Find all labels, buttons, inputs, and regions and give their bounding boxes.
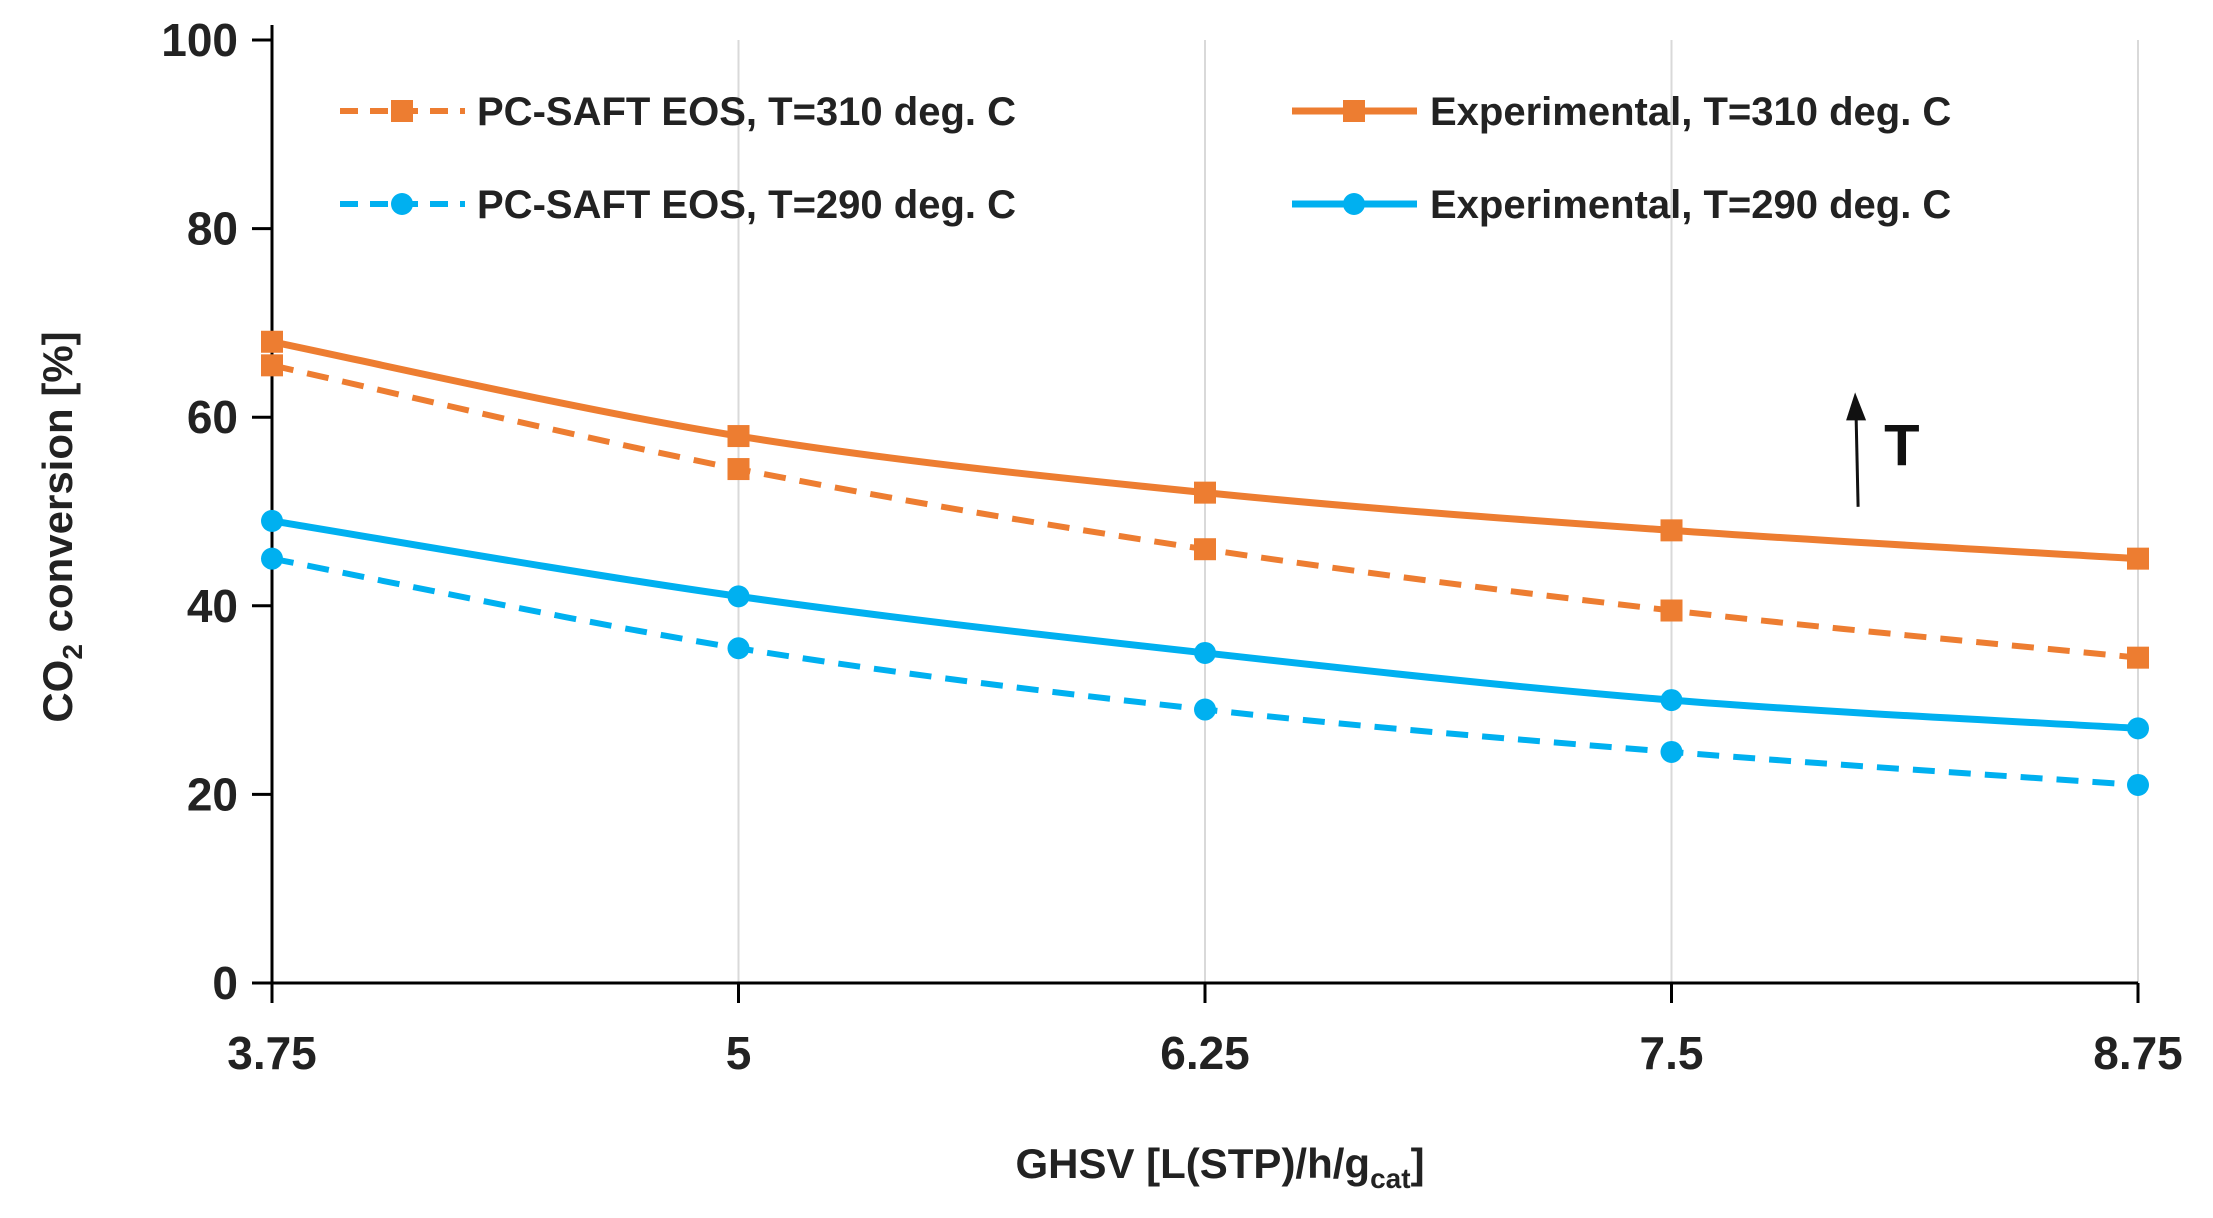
annotation-label: T (1884, 413, 1919, 478)
legend-label: PC-SAFT EOS, T=290 deg. C (477, 183, 1016, 227)
y-tick-label: 100 (161, 14, 238, 66)
y-tick-label: 80 (187, 203, 238, 255)
legend-swatch-marker (1343, 193, 1365, 215)
legend-entry: PC-SAFT EOS, T=290 deg. C (340, 183, 1016, 227)
legend-label: Experimental, T=290 deg. C (1430, 183, 1951, 227)
legend: PC-SAFT EOS, T=310 deg. C Experimental, T… (340, 90, 1951, 227)
data-point (728, 585, 750, 607)
data-point (728, 458, 750, 480)
data-point (261, 510, 283, 532)
legend-label: Experimental, T=310 deg. C (1430, 90, 1951, 134)
legend-swatch-marker (391, 193, 413, 215)
data-point (1661, 519, 1683, 541)
x-tick-label: 8.75 (2093, 1027, 2183, 1079)
data-point (1194, 699, 1216, 721)
annotation-arrow-head (1846, 392, 1866, 420)
data-point (728, 425, 750, 447)
chart: 0 20 40 60 80 100 3.75 5 6.25 7.5 8.75 PC-SAFT EOS… (0, 0, 2213, 1218)
data-point (261, 354, 283, 376)
x-tick-label: 6.25 (1160, 1027, 1250, 1079)
legend-entry: PC-SAFT EOS, T=310 deg. C (340, 90, 1016, 134)
x-tick-label: 5 (726, 1027, 752, 1079)
data-point (2127, 774, 2149, 796)
data-point (1661, 600, 1683, 622)
legend-label: PC-SAFT EOS, T=310 deg. C (477, 90, 1016, 134)
data-point (261, 548, 283, 570)
y-tick-label: 20 (187, 768, 238, 820)
y-tick-label: 60 (187, 391, 238, 443)
x-tick-label: 3.75 (227, 1027, 317, 1079)
y-axis-title: CO2 conversion [%] (34, 331, 88, 722)
annotation-arrow-line (1856, 416, 1858, 506)
data-point (1194, 538, 1216, 560)
y-tick-label: 0 (212, 957, 238, 1009)
legend-swatch-marker (391, 100, 413, 122)
data-point (2127, 548, 2149, 570)
data-point (2127, 647, 2149, 669)
data-point (261, 331, 283, 353)
y-tick-label: 40 (187, 580, 238, 632)
data-point (1661, 741, 1683, 763)
data-point (1661, 689, 1683, 711)
data-point (1194, 482, 1216, 504)
legend-entry: Experimental, T=290 deg. C (1292, 183, 1951, 227)
x-axis-title: GHSV [L(STP)/h/gcat] (1015, 1140, 1424, 1194)
data-point (2127, 717, 2149, 739)
legend-entry: Experimental, T=310 deg. C (1292, 90, 1951, 134)
legend-swatch-marker (1343, 100, 1365, 122)
x-tick-label: 7.5 (1640, 1027, 1704, 1079)
data-point (1194, 642, 1216, 664)
annotation: T (1846, 392, 1919, 506)
data-point (728, 637, 750, 659)
